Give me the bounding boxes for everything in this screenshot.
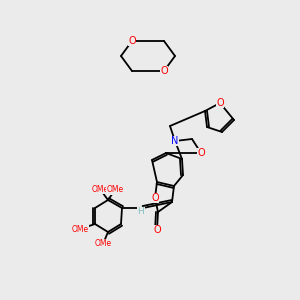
Text: H: H (138, 208, 144, 217)
Text: O: O (216, 98, 224, 108)
Text: OMe: OMe (92, 184, 109, 194)
Text: O: O (151, 193, 159, 203)
Text: OMe: OMe (106, 185, 124, 194)
Text: OMe: OMe (71, 224, 88, 233)
Text: O: O (153, 225, 161, 235)
Text: O: O (128, 36, 136, 46)
Text: O: O (197, 148, 205, 158)
Text: OMe: OMe (94, 239, 112, 248)
Text: N: N (171, 136, 179, 146)
Text: O: O (160, 66, 168, 76)
